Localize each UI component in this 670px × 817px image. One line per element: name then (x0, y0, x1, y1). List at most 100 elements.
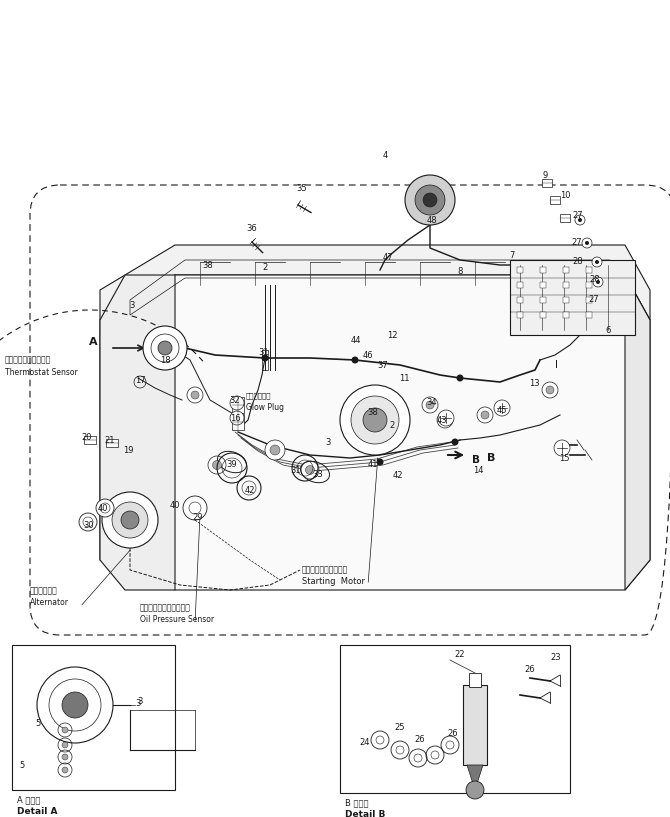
Text: Thermostat Sensor: Thermostat Sensor (5, 368, 78, 377)
Bar (469, 673, 481, 687)
Text: 39: 39 (226, 459, 237, 468)
Text: 31: 31 (259, 347, 269, 356)
Text: 17: 17 (135, 376, 145, 385)
Circle shape (423, 193, 437, 207)
Circle shape (585, 241, 589, 245)
Text: 45: 45 (496, 405, 507, 414)
Bar (510, 260, 635, 335)
Circle shape (377, 458, 383, 466)
Text: 3: 3 (129, 301, 135, 310)
Text: 37: 37 (378, 360, 389, 369)
Text: 35: 35 (297, 184, 308, 193)
Circle shape (592, 257, 602, 267)
Bar (517, 267, 523, 273)
Text: Detail B: Detail B (345, 810, 385, 817)
Text: B: B (472, 455, 480, 465)
Text: B: B (487, 453, 495, 463)
Circle shape (340, 385, 410, 455)
Circle shape (456, 374, 464, 382)
Circle shape (363, 408, 387, 432)
Polygon shape (625, 275, 650, 590)
Text: 3: 3 (135, 699, 141, 708)
Circle shape (426, 401, 434, 409)
Circle shape (191, 391, 199, 399)
Circle shape (575, 215, 585, 225)
Text: Alternator: Alternator (30, 598, 69, 607)
Circle shape (230, 411, 244, 425)
Text: 44: 44 (351, 336, 361, 345)
Text: 27: 27 (573, 211, 584, 220)
Text: オイルプレッシャセンサ: オイルプレッシャセンサ (140, 603, 191, 612)
Text: 46: 46 (362, 350, 373, 359)
Text: A: A (89, 337, 98, 347)
Bar (542, 179, 552, 187)
Text: 6: 6 (605, 325, 610, 334)
Bar (540, 297, 546, 303)
Text: 27: 27 (572, 238, 582, 247)
Circle shape (437, 412, 453, 428)
Text: 4: 4 (383, 150, 388, 159)
Text: 13: 13 (529, 378, 539, 387)
Circle shape (352, 356, 358, 364)
Bar (586, 297, 592, 303)
Circle shape (351, 396, 399, 444)
Circle shape (212, 461, 222, 470)
Text: 14: 14 (473, 466, 483, 475)
Circle shape (415, 185, 445, 215)
Bar (586, 312, 592, 318)
Bar (560, 214, 570, 222)
Bar (463, 685, 487, 765)
Circle shape (102, 492, 158, 548)
Text: 15: 15 (559, 453, 570, 462)
Bar (563, 282, 569, 288)
Circle shape (62, 727, 68, 733)
Text: 23: 23 (551, 653, 561, 662)
Text: 26: 26 (525, 665, 535, 674)
Circle shape (62, 754, 68, 760)
Text: スターティングモータ: スターティングモータ (302, 565, 348, 574)
Text: 16: 16 (230, 413, 241, 422)
Polygon shape (100, 275, 650, 590)
Circle shape (578, 218, 582, 222)
Bar (232, 397, 244, 413)
Text: 38: 38 (202, 261, 213, 270)
Text: 28: 28 (573, 257, 584, 266)
Text: 40: 40 (98, 503, 109, 512)
Text: 29: 29 (193, 512, 203, 521)
Text: 10: 10 (559, 190, 570, 199)
Circle shape (230, 396, 244, 410)
Bar (550, 196, 560, 204)
Circle shape (183, 496, 207, 520)
Text: Oil Pressure Sensor: Oil Pressure Sensor (140, 615, 214, 624)
Bar (517, 312, 523, 318)
Text: 9: 9 (543, 171, 547, 180)
Text: 40: 40 (170, 501, 180, 510)
Text: 3: 3 (326, 437, 331, 447)
Circle shape (112, 502, 148, 538)
Text: 5: 5 (19, 761, 25, 770)
Text: 36: 36 (247, 224, 257, 233)
Circle shape (270, 445, 280, 455)
Text: 21: 21 (105, 435, 115, 444)
Bar (163, 328, 167, 368)
Bar (517, 282, 523, 288)
Text: 34: 34 (427, 398, 438, 407)
Text: Glow Plug: Glow Plug (246, 403, 284, 412)
Circle shape (546, 386, 554, 394)
Circle shape (438, 410, 454, 426)
Circle shape (494, 400, 510, 416)
Circle shape (477, 407, 493, 423)
Bar (232, 414, 244, 430)
Text: 41: 41 (368, 459, 379, 468)
Bar (540, 267, 546, 273)
Text: 47: 47 (383, 253, 393, 262)
Circle shape (596, 280, 600, 284)
Circle shape (62, 692, 88, 718)
Circle shape (62, 767, 68, 773)
Circle shape (121, 511, 139, 529)
Bar (517, 297, 523, 303)
Bar (586, 267, 592, 273)
Text: 12: 12 (387, 331, 397, 340)
Text: 18: 18 (159, 355, 170, 364)
Text: 43: 43 (437, 416, 448, 425)
